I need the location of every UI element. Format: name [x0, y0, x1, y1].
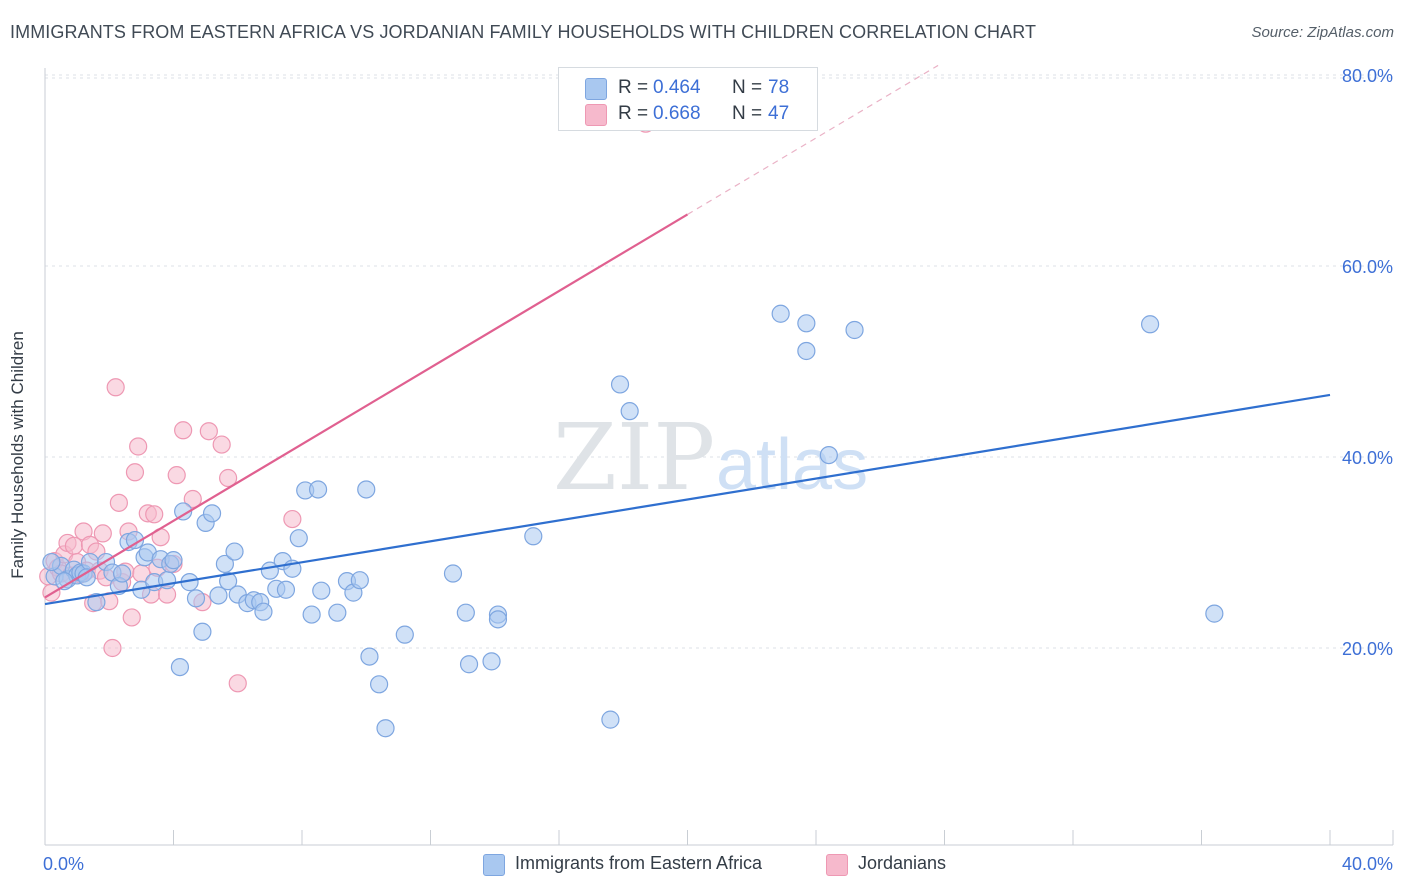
trend-line-jordanians [44, 213, 689, 599]
eastern-africa-point [376, 719, 395, 738]
y-tick-label: 40.0% [1342, 448, 1393, 468]
chart-title: IMMIGRANTS FROM EASTERN AFRICA VS JORDAN… [10, 22, 1037, 42]
eastern-africa-point [797, 341, 816, 361]
jordanians-point [283, 509, 302, 529]
legend-r-label: R = [618, 77, 649, 98]
eastern-africa-point [112, 564, 132, 583]
eastern-africa-point [524, 527, 543, 546]
eastern-africa-point [225, 542, 244, 561]
legend-swatch-pink [585, 104, 607, 126]
watermark-zip: ZIP [553, 404, 715, 511]
eastern-africa-point [215, 554, 234, 574]
jordanians-point [167, 466, 186, 485]
y-axis-label: Family Households with Children [8, 331, 27, 579]
eastern-africa-point [312, 581, 331, 600]
legend-swatch-blue [483, 854, 505, 876]
jordanians-point [219, 468, 238, 488]
legend-n-label: N = [732, 103, 763, 124]
jordanians-point [125, 463, 145, 482]
eastern-africa-point [289, 529, 308, 548]
eastern-africa-point [845, 320, 864, 340]
eastern-africa-point [610, 375, 630, 394]
legend-label-eastern-africa: Immigrants from Eastern Africa [515, 853, 763, 873]
eastern-africa-point [1140, 315, 1160, 334]
eastern-africa-point [328, 603, 347, 622]
eastern-africa-point [186, 589, 206, 608]
eastern-africa-point [209, 586, 228, 605]
eastern-africa-point [125, 530, 145, 550]
series-eastern-africa-points [42, 304, 1224, 738]
eastern-africa-point [164, 551, 183, 570]
trend-lines [44, 64, 1331, 606]
eastern-africa-point [443, 564, 463, 583]
eastern-africa-point [456, 603, 475, 622]
eastern-africa-point [771, 304, 790, 323]
x-tick-label: 0.0% [43, 854, 84, 874]
legend-n-value: 47 [768, 103, 790, 124]
eastern-africa-point [42, 552, 61, 572]
legend-swatch-blue [585, 78, 607, 100]
jordanians-point [228, 674, 247, 693]
jordanians-point [145, 505, 164, 524]
eastern-africa-point [357, 480, 376, 499]
jordanians-point [199, 422, 218, 441]
eastern-africa-point [174, 502, 193, 521]
legend-r-value: 0.464 [653, 77, 701, 98]
y-tick-label: 80.0% [1342, 66, 1393, 86]
eastern-africa-point [350, 571, 369, 590]
eastern-africa-point [488, 610, 508, 629]
jordanians-point [122, 608, 141, 627]
eastern-africa-point [370, 675, 389, 694]
jordanians-point [93, 524, 112, 543]
jordanians-point [64, 536, 84, 555]
eastern-africa-point [1205, 604, 1224, 623]
eastern-africa-point [254, 602, 273, 621]
x-tick-label: 40.0% [1342, 854, 1393, 874]
eastern-africa-point [87, 593, 106, 612]
eastern-africa-point [308, 480, 328, 499]
eastern-africa-point [620, 402, 639, 421]
legend-r-value: 0.668 [653, 103, 701, 124]
legend-swatch-pink [826, 854, 848, 876]
legend-r-label: R = [618, 103, 649, 124]
tick-labels: 20.0% 40.0% 60.0% 80.0% 0.0% 40.0% [43, 66, 1393, 874]
jordanians-point [174, 421, 193, 440]
jordanians-point [183, 489, 202, 509]
legend-n-value: 78 [768, 77, 790, 98]
eastern-africa-point [601, 710, 620, 729]
eastern-africa-point [459, 655, 479, 674]
gridlines [45, 74, 1393, 649]
eastern-africa-point [219, 572, 238, 591]
correlation-legend: R = 0.464 N = 78 R = 0.668 N = 47 [558, 67, 818, 131]
jordanians-point [109, 493, 128, 512]
y-tick-label: 60.0% [1342, 257, 1393, 277]
eastern-africa-point [193, 622, 212, 641]
eastern-africa-point [170, 657, 190, 677]
legend-n-label: N = [732, 77, 763, 98]
eastern-africa-point [797, 314, 816, 333]
legend-label-jordanians: Jordanians [858, 853, 947, 873]
y-tick-label: 20.0% [1342, 639, 1393, 659]
jordanians-point [129, 437, 148, 456]
eastern-africa-point [395, 625, 414, 644]
eastern-africa-point [360, 647, 379, 666]
eastern-africa-point [276, 580, 296, 599]
series-legend: Immigrants from Eastern Africa Jordanian… [0, 852, 1406, 878]
jordanians-point [106, 378, 125, 397]
axes [44, 68, 1394, 846]
eastern-africa-point [482, 652, 501, 671]
eastern-africa-point [202, 504, 222, 523]
trend-line-jordanians-extrapolated [687, 64, 939, 215]
jordanians-point [212, 435, 231, 454]
jordanians-point [103, 638, 122, 658]
watermark-atlas: atlas [716, 425, 868, 505]
eastern-africa-point [302, 605, 321, 624]
source-label: Source: ZipAtlas.com [1251, 24, 1394, 41]
eastern-africa-point [819, 445, 838, 465]
trend-line-eastern-africa [44, 393, 1331, 606]
